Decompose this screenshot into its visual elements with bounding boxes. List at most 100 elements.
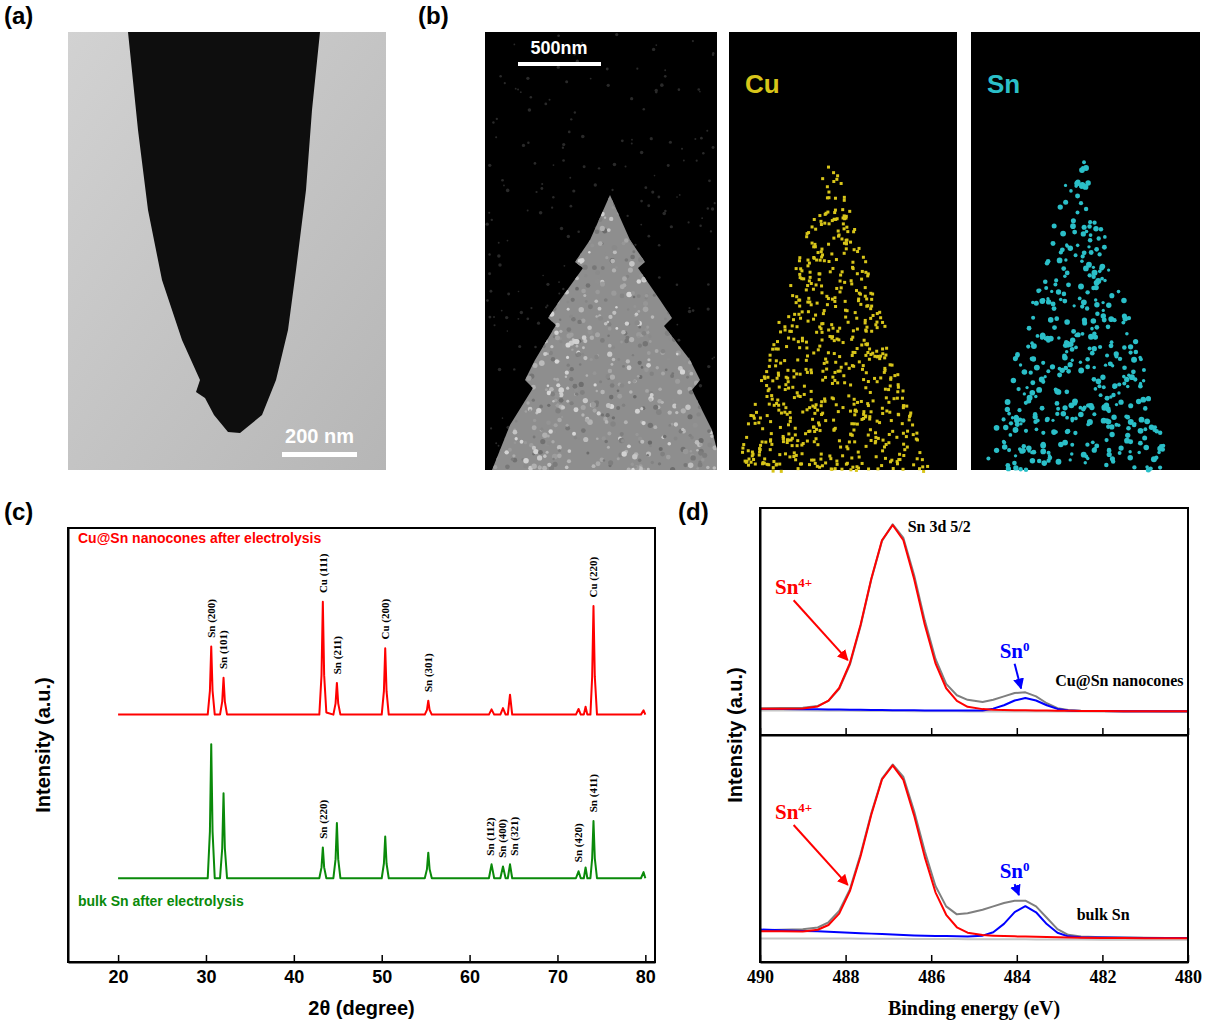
texture-dot — [641, 421, 645, 425]
texture-dot — [529, 353, 533, 357]
map-dot — [757, 421, 760, 424]
texture-dot — [712, 229, 715, 232]
map-dot — [811, 405, 814, 408]
texture-dot — [653, 294, 656, 297]
texture-dot — [502, 428, 505, 431]
map-dot — [824, 400, 827, 403]
texture-dot — [565, 375, 567, 377]
noise-dot — [640, 200, 643, 203]
map-dot — [856, 423, 859, 426]
texture-dot — [573, 384, 578, 389]
map-dot — [800, 462, 803, 465]
texture-dot — [549, 311, 555, 317]
map-dot — [872, 314, 875, 317]
texture-dot — [681, 408, 686, 413]
map-dot — [763, 377, 766, 380]
texture-dot — [705, 214, 710, 219]
map-dot — [803, 393, 806, 396]
map-dot — [869, 317, 872, 320]
noise-dot — [630, 97, 633, 100]
texture-dot — [532, 425, 537, 430]
map-dot — [821, 177, 824, 180]
texture-dot — [666, 204, 669, 207]
map-dot — [814, 228, 817, 231]
texture-dot — [709, 351, 713, 355]
texture-dot — [497, 449, 500, 452]
noise-dot — [496, 118, 498, 120]
map-dot — [853, 403, 856, 406]
texture-dot — [569, 314, 573, 318]
map-dot — [866, 343, 869, 346]
texture-dot — [529, 250, 534, 255]
map-dot — [827, 351, 830, 354]
map-dot — [784, 383, 787, 386]
map-dot — [892, 467, 895, 470]
map-dot — [1105, 354, 1109, 358]
texture-dot — [608, 344, 612, 348]
texture-dot — [524, 325, 527, 328]
texture-dot — [662, 259, 665, 262]
noise-dot — [681, 148, 683, 150]
texture-dot — [583, 398, 588, 403]
noise-dot — [711, 207, 714, 210]
texture-dot — [679, 316, 683, 320]
map-dot — [752, 458, 755, 461]
map-dot — [758, 450, 761, 453]
texture-dot — [694, 343, 698, 347]
map-dot — [777, 404, 780, 407]
image-background — [971, 32, 1200, 470]
texture-dot — [662, 222, 667, 227]
texture-dot — [506, 232, 511, 237]
texture-dot — [611, 380, 614, 383]
map-dot — [1138, 428, 1144, 434]
texture-dot — [615, 266, 617, 268]
map-dot — [853, 248, 856, 251]
texture-dot — [555, 408, 560, 413]
map-dot — [893, 374, 896, 377]
texture-dot — [662, 200, 667, 205]
map-dot — [884, 457, 887, 460]
map-dot — [816, 302, 819, 305]
texture-dot — [610, 200, 614, 204]
noise-dot — [534, 346, 537, 349]
map-dot — [802, 442, 805, 445]
texture-dot — [607, 432, 611, 436]
noise-dot — [676, 196, 678, 198]
map-dot — [808, 279, 811, 282]
map-dot — [812, 426, 815, 429]
texture-dot — [702, 205, 705, 208]
texture-dot — [505, 300, 509, 304]
map-dot — [830, 337, 833, 340]
texture-dot — [592, 265, 597, 270]
map-dot — [1035, 427, 1039, 431]
texture-dot — [706, 308, 709, 311]
map-dot — [870, 330, 873, 333]
texture-dot — [602, 436, 606, 440]
map-dot — [864, 415, 867, 418]
map-dot — [755, 411, 758, 414]
texture-dot — [538, 466, 542, 470]
texture-dot — [558, 387, 564, 393]
texture-dot — [686, 263, 688, 265]
texture-dot — [615, 327, 618, 330]
texture-dot — [570, 244, 573, 247]
texture-dot — [631, 291, 635, 295]
map-dot — [860, 343, 863, 346]
map-dot — [846, 447, 849, 450]
texture-dot — [714, 375, 719, 380]
texture-dot — [601, 266, 605, 270]
noise-dot — [545, 306, 547, 308]
texture-dot — [702, 359, 707, 364]
noise-dot — [683, 160, 685, 162]
texture-dot — [707, 267, 712, 272]
texture-dot — [493, 241, 497, 245]
texture-dot — [650, 209, 656, 215]
texture-dot — [707, 310, 709, 312]
texture-dot — [585, 418, 589, 422]
texture-dot — [713, 414, 718, 419]
map-dot — [862, 378, 865, 381]
texture-dot — [645, 269, 648, 272]
noise-dot — [714, 202, 716, 204]
map-dot — [828, 222, 831, 225]
noise-dot — [553, 164, 555, 166]
